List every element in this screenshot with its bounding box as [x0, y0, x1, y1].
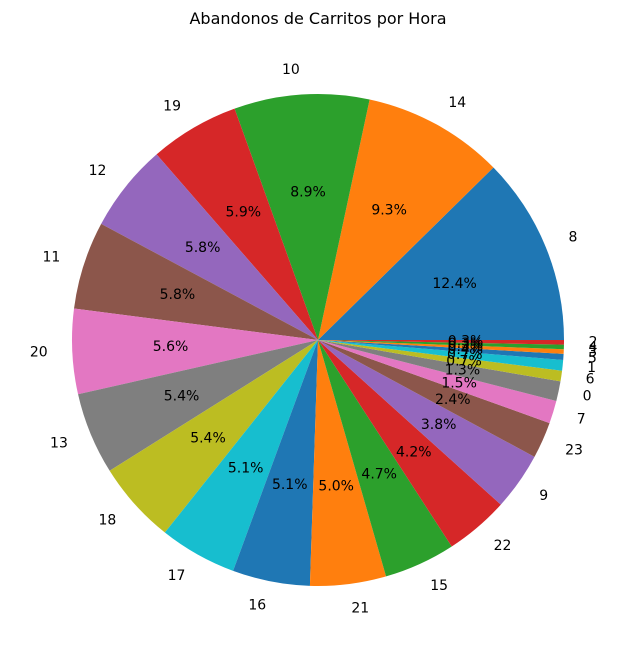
percent-label-21: 5.0%: [318, 478, 354, 494]
category-label-3: 3: [588, 345, 597, 361]
percent-label-5: 0.4%: [447, 342, 483, 358]
percent-label-9: 3.8%: [421, 417, 457, 433]
category-label-11: 11: [42, 249, 60, 265]
category-label-2: 2: [589, 335, 598, 351]
percent-label-23: 2.4%: [435, 392, 471, 408]
percent-label-15: 4.7%: [361, 466, 397, 482]
pie-slice-18: [109, 340, 319, 533]
percent-label-2: 0.3%: [448, 333, 484, 349]
pie-slice-9: [318, 340, 535, 505]
percent-labels: 12.4%9.3%8.9%5.9%5.8%5.8%5.6%5.4%5.4%5.1…: [153, 185, 484, 495]
percent-label-14: 9.3%: [371, 203, 407, 219]
pie-slice-21: [309, 340, 387, 586]
category-label-10: 10: [282, 62, 300, 78]
pie-slice-23: [318, 340, 550, 457]
category-label-15: 15: [430, 578, 448, 594]
category-label-4: 4: [588, 340, 597, 356]
pie-slice-11: [74, 223, 318, 340]
category-label-13: 13: [50, 435, 68, 451]
pie-slice-19: [156, 108, 318, 340]
percent-label-19: 5.9%: [225, 205, 261, 221]
pie-slice-20: [71, 308, 318, 395]
pie-slice-0: [318, 340, 561, 401]
percent-label-3: 0.3%: [448, 339, 484, 355]
pie-slice-6: [318, 340, 563, 382]
category-label-16: 16: [248, 598, 266, 614]
percent-label-16: 5.1%: [272, 477, 308, 493]
category-label-8: 8: [568, 230, 577, 246]
category-label-19: 19: [163, 99, 181, 115]
percent-label-8: 12.4%: [432, 276, 476, 292]
percent-label-13: 5.4%: [164, 388, 200, 404]
pie-slice-13: [78, 340, 318, 471]
category-label-1: 1: [587, 360, 596, 376]
percent-label-1: 0.7%: [447, 347, 483, 363]
pie-slice-17: [164, 340, 318, 571]
category-label-14: 14: [448, 95, 466, 111]
category-label-9: 9: [539, 488, 548, 504]
pie-slice-14: [318, 99, 494, 340]
pie-slice-4: [318, 340, 564, 350]
category-label-20: 20: [30, 345, 48, 361]
category-label-7: 7: [577, 411, 586, 427]
category-label-21: 21: [351, 601, 369, 617]
pie-slice-2: [318, 340, 564, 345]
pie-slice-10: [234, 94, 370, 340]
percent-label-11: 5.8%: [160, 287, 196, 303]
pie-slices: [71, 94, 564, 586]
chart-title: Abandonos de Carritos por Hora: [189, 9, 446, 28]
category-label-5: 5: [588, 351, 597, 367]
pie-slice-1: [318, 340, 564, 371]
percent-label-6: 0.7%: [446, 354, 482, 370]
category-label-17: 17: [168, 568, 186, 584]
percent-label-12: 5.8%: [185, 240, 221, 256]
pie-slice-22: [318, 340, 501, 547]
percent-label-22: 4.2%: [396, 444, 432, 460]
category-label-22: 22: [494, 538, 512, 554]
percent-label-17: 5.1%: [228, 461, 264, 477]
pie-slice-16: [233, 340, 318, 586]
pie-slice-12: [101, 154, 318, 340]
category-label-23: 23: [565, 442, 583, 458]
category-label-6: 6: [586, 372, 595, 388]
percent-label-20: 5.6%: [153, 339, 189, 355]
category-label-18: 18: [98, 512, 116, 528]
category-label-12: 12: [89, 163, 107, 179]
pie-slice-8: [318, 167, 564, 340]
percent-label-4: 0.3%: [448, 336, 484, 352]
pie-slice-15: [318, 340, 452, 577]
pie-slice-3: [318, 340, 564, 354]
percent-label-0: 1.3%: [445, 363, 481, 379]
category-label-0: 0: [583, 388, 592, 404]
pie-slice-7: [318, 340, 557, 424]
percent-label-10: 8.9%: [290, 185, 326, 201]
percent-label-18: 5.4%: [190, 430, 226, 446]
pie-slice-5: [318, 340, 564, 361]
percent-label-7: 1.5%: [441, 375, 477, 391]
